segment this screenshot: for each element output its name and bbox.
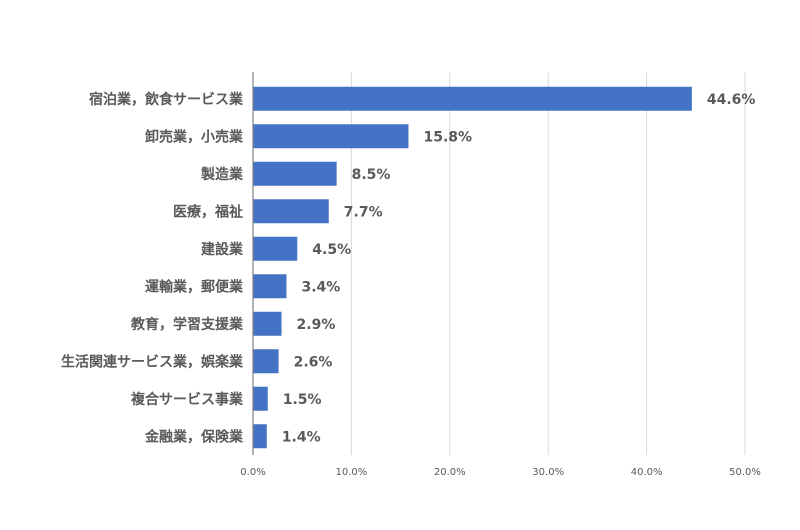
category-labels: 宿泊業，飲食サービス業卸売業，小売業製造業医療，福祉建設業運輸業，郵便業教育，学… (61, 91, 244, 446)
bar (253, 349, 279, 374)
data-label: 1.5% (283, 392, 322, 408)
category-label: 建設業 (201, 241, 244, 258)
category-label: 複合サービス事業 (130, 391, 244, 408)
x-tick-label: 40.0% (631, 467, 663, 478)
bar (253, 199, 329, 224)
bar (253, 424, 267, 449)
grid-lines (350, 72, 746, 455)
data-label: 8.5% (352, 167, 391, 183)
bars (253, 86, 692, 449)
bar (253, 236, 298, 261)
data-label: 2.9% (297, 317, 336, 333)
x-tick-label: 50.0% (729, 467, 761, 478)
data-label: 4.5% (312, 242, 351, 258)
x-tick-label: 30.0% (532, 467, 564, 478)
category-label: 金融業，保険業 (144, 428, 244, 445)
category-label: 宿泊業，飲食サービス業 (89, 91, 244, 108)
bar (253, 124, 409, 149)
x-tick-label: 20.0% (434, 467, 466, 478)
bar (253, 311, 282, 336)
value-labels: 44.6% 15.8% 8.5% 7.7% 4.5% 3.4% 2.9% 2.6% 1.5% 1.… (282, 92, 756, 446)
category-label: 医療，福祉 (173, 203, 243, 220)
x-tick-label: 0.0% (240, 467, 265, 478)
bar (253, 386, 268, 411)
category-label: 運輸業，郵便業 (145, 278, 244, 295)
category-label: 製造業 (200, 166, 244, 183)
category-label: 卸売業，小売業 (145, 128, 244, 145)
bar (253, 274, 287, 299)
x-tick-labels: 0.0% 10.0% 20.0% 30.0% 40.0% 50.0% (240, 467, 761, 478)
x-tick-label: 10.0% (336, 467, 368, 478)
data-label: 7.7% (344, 204, 383, 220)
data-label: 15.8% (423, 129, 472, 145)
bar (253, 161, 337, 186)
data-label: 2.6% (294, 354, 333, 370)
category-label: 教育，学習支援業 (131, 316, 244, 333)
bar (253, 86, 692, 111)
data-label: 1.4% (282, 429, 321, 445)
category-label: 生活関連サービス業，娯楽業 (61, 353, 244, 370)
data-label: 3.4% (301, 279, 340, 295)
data-label: 44.6% (707, 92, 756, 108)
